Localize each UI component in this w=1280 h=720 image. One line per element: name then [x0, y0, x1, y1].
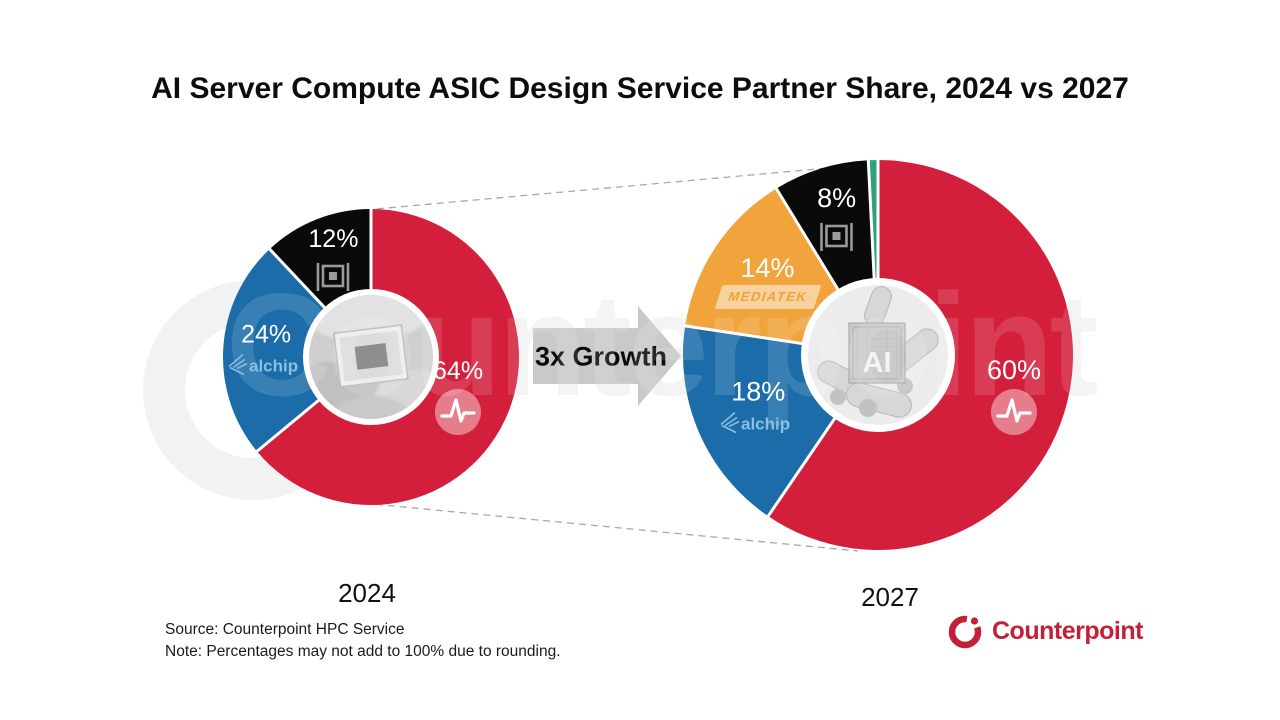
segment-label-2027-mediatek: 14% MEDIATEK [714, 252, 821, 309]
counterpoint-watermark-ring-icon [143, 280, 363, 500]
page-title: AI Server Compute ASIC Design Service Pa… [151, 72, 1129, 105]
segment-label-2027-broadcom: 60% [986, 354, 1042, 437]
segment-percent: 24% [241, 320, 292, 349]
donut-2024-segment-guc [269, 209, 371, 357]
zoom-cone-line-bottom [351, 501, 859, 552]
year-label-2027: 2027 [861, 582, 919, 612]
segment-percent: 12% [308, 225, 359, 254]
donut-2027-segment-alchip [683, 325, 878, 517]
donut-2027-segment-guc [776, 160, 878, 355]
growth-label: 3x Growth [534, 341, 668, 372]
segment-percent: 64% [433, 356, 484, 385]
note-line: Note: Percentages may not add to 100% du… [165, 642, 561, 660]
segment-percent: 14% [740, 252, 795, 283]
segment-percent: 60% [986, 354, 1042, 385]
segment-percent: 18% [731, 376, 786, 407]
donut-2024-hole [303, 289, 439, 425]
year-label-2024: 2024 [338, 578, 396, 608]
source-line: Source: Counterpoint HPC Service [165, 621, 405, 638]
guc-logo [317, 263, 350, 292]
donut-2024-segment-broadcom [256, 209, 519, 506]
counterpoint-logo-text: Counterpoint [992, 616, 1143, 645]
guc-logo [820, 222, 853, 251]
donut-2024 [223, 208, 519, 506]
ai-chip-caption: AI [863, 347, 892, 379]
counterpoint-brand-logo: Counterpoint [946, 611, 1143, 651]
donut-2027-segment-broadcom [768, 160, 1073, 550]
alchip-logo: alchip [720, 412, 790, 434]
segment-label-2024-alchip: 24% alchip [226, 320, 306, 378]
segment-label-2024-guc: 12% [308, 227, 358, 297]
donut-2027 [683, 159, 1073, 550]
donut-2027-hole [801, 278, 955, 432]
counterpoint-logo-icon [948, 611, 984, 649]
svg-text:alchip: alchip [249, 357, 298, 376]
broadcom-pulse-icon [435, 388, 482, 435]
mediatek-logo: MEDIATEK [714, 284, 821, 309]
zoom-cone-line-top [364, 163, 873, 211]
segment-label-2027-alchip: 18% alchip [718, 376, 798, 436]
segment-label-2027-guc: 8% [817, 182, 857, 257]
svg-text:alchip: alchip [741, 415, 790, 434]
broadcom-pulse-icon [991, 388, 1038, 435]
robot-hand-ai-chip-photo: AI [808, 285, 948, 425]
footer-source-note: Source: Counterpoint HPC Service Note: P… [165, 619, 561, 662]
hand-holding-chip-photo [309, 295, 433, 419]
donut-2027-segment-mediatek [685, 188, 878, 355]
segment-percent: 8% [817, 182, 857, 213]
alchip-logo: alchip [228, 354, 298, 376]
donut-2024-segment-alchip [223, 249, 371, 452]
segment-label-2024-broadcom: 64% [433, 356, 484, 437]
donut-2027-segment-others [868, 160, 878, 355]
